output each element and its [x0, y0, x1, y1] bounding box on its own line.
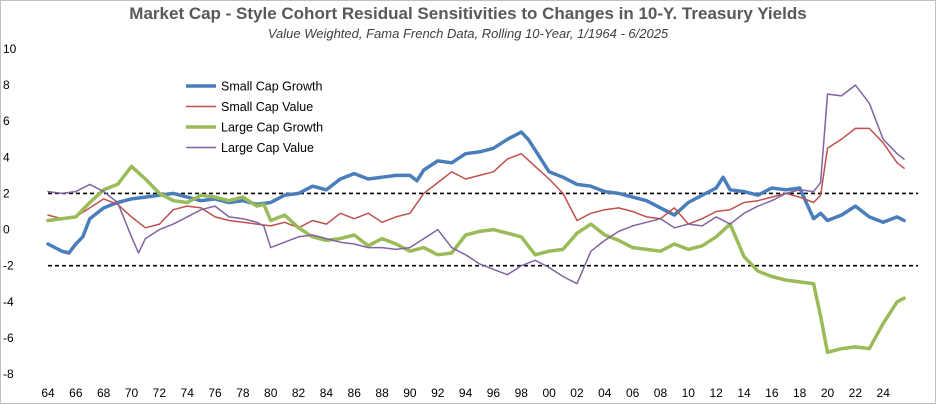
x-tick-label: 08	[654, 386, 668, 400]
x-axis: 64 66 68 70 72 74 76 78 80 82 84 86 88 90 92 94 96 98 00 02…	[41, 386, 890, 400]
x-tick-label: 68	[97, 386, 111, 400]
x-tick-label: 10	[682, 386, 696, 400]
y-tick-label: -8	[3, 367, 14, 381]
x-tick-label: 76	[208, 386, 222, 400]
y-tick-label: -4	[3, 295, 14, 309]
series-line-1	[47, 127, 905, 229]
x-tick-label: 66	[69, 386, 83, 400]
x-tick-label: 74	[181, 386, 195, 400]
x-tick-label: 70	[125, 386, 139, 400]
x-tick-label: 98	[515, 386, 529, 400]
series-line-0	[46, 130, 906, 255]
y-axis: -8 -6 -4 -2 0 2 4 6 8 10	[3, 42, 17, 381]
y-tick-label: 8	[3, 78, 10, 92]
y-tick-label: 4	[3, 150, 10, 164]
x-tick-label: 16	[765, 386, 779, 400]
x-tick-label: 90	[403, 386, 417, 400]
y-tick-label: 10	[3, 42, 17, 56]
x-tick-label: 86	[348, 386, 362, 400]
x-tick-label: 12	[709, 386, 723, 400]
x-tick-label: 06	[626, 386, 640, 400]
x-tick-label: 14	[737, 386, 751, 400]
x-tick-label: 88	[375, 386, 389, 400]
x-tick-label: 02	[570, 386, 584, 400]
y-tick-label: -2	[3, 259, 14, 273]
series-lines	[46, 84, 906, 355]
x-tick-label: 04	[598, 386, 612, 400]
x-tick-label: 72	[153, 386, 167, 400]
series-line-3	[47, 84, 905, 285]
legend-label-1: Small Cap Value	[221, 100, 313, 114]
y-tick-label: 0	[3, 223, 10, 237]
legend-label-0: Small Cap Growth	[221, 80, 322, 94]
x-tick-label: 80	[264, 386, 278, 400]
x-tick-label: 78	[236, 386, 250, 400]
series-line-2	[46, 164, 906, 355]
x-tick-label: 84	[320, 386, 334, 400]
x-tick-label: 82	[292, 386, 306, 400]
x-tick-label: 18	[793, 386, 807, 400]
x-tick-label: 22	[849, 386, 863, 400]
x-tick-label: 94	[459, 386, 473, 400]
chart-title: Market Cap - Style Cohort Residual Sensi…	[129, 4, 807, 23]
x-tick-label: 92	[431, 386, 445, 400]
y-tick-label: -6	[3, 331, 14, 345]
x-tick-label: 96	[487, 386, 501, 400]
x-tick-label: 64	[41, 386, 55, 400]
x-tick-label: 20	[821, 386, 835, 400]
legend-label-2: Large Cap Growth	[221, 121, 323, 135]
x-tick-label: 24	[877, 386, 891, 400]
y-tick-label: 6	[3, 114, 10, 128]
legend-label-3: Large Cap Value	[221, 141, 314, 155]
chart-subtitle: Value Weighted, Fama French Data, Rollin…	[267, 26, 669, 41]
y-tick-label: 2	[3, 186, 10, 200]
x-tick-label: 00	[542, 386, 556, 400]
legend: Small Cap Growth Small Cap Value Large Cap…	[186, 80, 323, 155]
